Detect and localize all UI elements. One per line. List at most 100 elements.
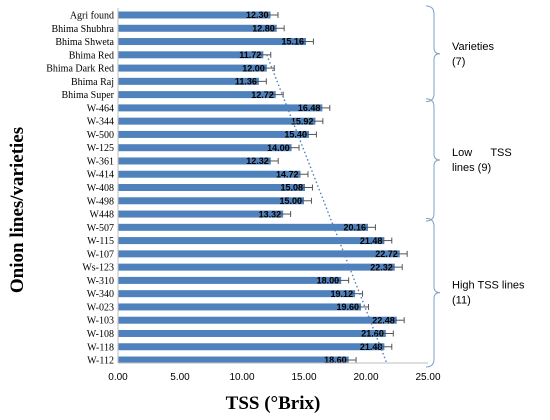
value-label-16: 20.16 <box>343 223 366 233</box>
x-tick-label-5: 25.00 <box>415 372 440 383</box>
bar-18 <box>118 250 400 258</box>
value-label-8: 15.92 <box>291 116 314 126</box>
value-label-0: 12.30 <box>246 10 269 20</box>
category-label-11: W-361 <box>87 156 114 167</box>
group-label-0-line-1: (7) <box>452 56 465 68</box>
bar-8 <box>118 117 316 125</box>
value-label-7: 16.48 <box>298 103 321 113</box>
trend-line <box>266 54 388 365</box>
category-label-5: Bhima Raj <box>71 77 114 88</box>
value-label-23: 22.48 <box>372 315 395 325</box>
bar-19 <box>118 263 395 271</box>
value-label-3: 11.72 <box>239 50 261 60</box>
value-label-20: 18.00 <box>317 276 340 286</box>
bar-5 <box>118 77 259 85</box>
category-label-20: W-310 <box>87 276 114 287</box>
category-label-24: W-108 <box>87 329 114 340</box>
bar-26 <box>118 356 349 364</box>
group-brace-1 <box>425 98 441 222</box>
bar-2 <box>118 38 306 46</box>
value-label-18: 22.72 <box>375 249 398 259</box>
category-label-9: W-500 <box>87 130 114 141</box>
category-label-13: W-408 <box>87 183 114 194</box>
bar-23 <box>118 316 397 324</box>
x-tick-label-1: 5.00 <box>170 372 190 383</box>
value-label-10: 14.00 <box>267 143 290 153</box>
category-label-17: W-115 <box>87 236 114 247</box>
category-label-4: Bhima Dark Red <box>46 64 114 75</box>
category-label-0: Agri found <box>70 11 114 22</box>
bar-16 <box>118 223 368 231</box>
bar-14 <box>118 197 304 205</box>
bar-9 <box>118 130 309 138</box>
category-label-3: Bhima Red <box>69 50 114 61</box>
bar-3 <box>118 51 264 59</box>
category-label-7: W-464 <box>87 103 114 114</box>
value-label-17: 21.48 <box>360 236 383 246</box>
category-label-14: W-498 <box>87 196 114 207</box>
category-label-25: W-118 <box>87 342 114 353</box>
category-label-21: W-340 <box>87 289 114 300</box>
group-brace-2 <box>425 217 441 368</box>
x-tick-label-2: 10.00 <box>229 372 254 383</box>
group-label-1-line-0: Low TSS <box>452 147 512 159</box>
value-label-22: 19.60 <box>337 302 360 312</box>
bar-17 <box>118 237 385 245</box>
category-label-8: W-344 <box>87 117 114 128</box>
category-label-23: W-103 <box>87 316 114 327</box>
category-label-19: Ws-123 <box>82 263 114 274</box>
group-label-0-line-0: Varieties <box>452 41 494 53</box>
category-label-18: W-107 <box>87 249 114 260</box>
value-label-1: 12.80 <box>252 23 275 33</box>
bar-21 <box>118 290 356 298</box>
bar-25 <box>118 343 385 351</box>
value-label-15: 13.32 <box>259 209 282 219</box>
value-label-14: 15.00 <box>279 196 302 206</box>
value-label-4: 12.00 <box>242 63 265 73</box>
value-label-26: 18.60 <box>324 355 347 365</box>
value-label-2: 15.16 <box>281 37 304 47</box>
value-label-25: 21.48 <box>360 342 383 352</box>
bar-6 <box>118 91 276 99</box>
bar-4 <box>118 64 267 72</box>
value-label-13: 15.08 <box>280 183 303 193</box>
bar-1 <box>118 24 277 32</box>
value-label-5: 11.36 <box>235 77 257 87</box>
bar-24 <box>118 329 386 337</box>
value-label-6: 12.72 <box>251 90 274 100</box>
category-label-6: Bhima Super <box>62 90 115 101</box>
category-label-15: W448 <box>90 210 114 221</box>
category-label-2: Bhima Shweta <box>55 37 114 48</box>
category-label-10: W-125 <box>87 143 114 154</box>
y-axis-label: Onion lines/varieties <box>7 127 28 293</box>
value-label-21: 19.12 <box>331 289 354 299</box>
group-label-1-line-1: lines (9) <box>452 162 491 174</box>
bar-7 <box>118 104 323 112</box>
bar-12 <box>118 170 301 178</box>
group-label-2-line-1: (11) <box>452 295 471 307</box>
category-label-1: Bhima Shubhra <box>52 24 115 35</box>
bar-20 <box>118 276 342 284</box>
bar-13 <box>118 184 305 192</box>
bar-10 <box>118 144 292 152</box>
value-label-9: 15.40 <box>284 130 307 140</box>
value-label-24: 21.60 <box>361 329 384 339</box>
category-label-26: W-112 <box>87 356 114 367</box>
group-brace-0 <box>425 5 441 103</box>
x-tick-label-0: 0.00 <box>108 372 128 383</box>
value-label-19: 22.32 <box>370 262 393 272</box>
x-axis-label: TSS (°Brix) <box>226 393 321 414</box>
category-label-16: W-507 <box>87 223 114 234</box>
value-label-12: 14.72 <box>276 169 299 179</box>
category-label-12: W-414 <box>87 170 114 181</box>
x-tick-label-3: 15.00 <box>291 372 316 383</box>
bar-0 <box>118 11 271 19</box>
value-label-11: 12.32 <box>246 156 269 166</box>
bar-11 <box>118 157 271 165</box>
bar-22 <box>118 303 362 311</box>
category-label-22: W-023 <box>87 302 114 313</box>
x-tick-label-4: 20.00 <box>353 372 378 383</box>
bar-15 <box>118 210 284 218</box>
